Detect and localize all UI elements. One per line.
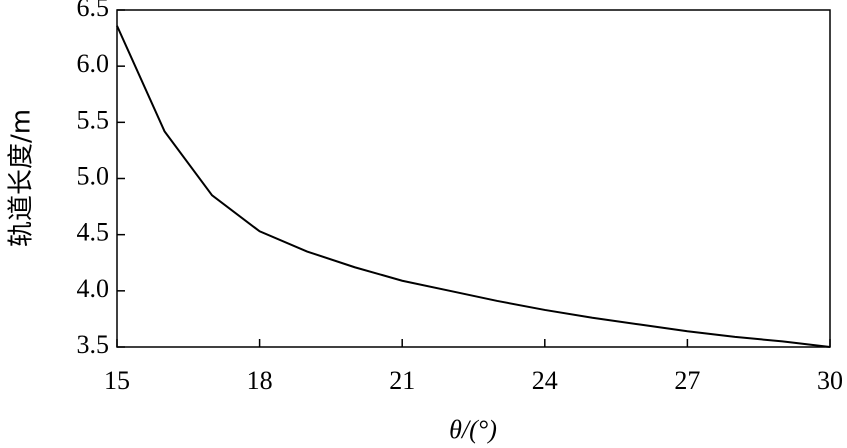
x-tick-label: 15 <box>104 366 130 395</box>
data-line <box>116 25 831 348</box>
y-tick-label: 4.0 <box>77 274 110 303</box>
x-tick-label: 30 <box>817 366 843 395</box>
x-tick-label: 18 <box>247 366 273 395</box>
y-tick-label: 6.5 <box>77 0 110 22</box>
y-tick-label: 6.0 <box>77 49 110 78</box>
x-tick-label: 21 <box>389 366 415 395</box>
y-axis-label: 轨道长度/m <box>7 109 37 247</box>
y-tick-label: 5.5 <box>77 105 110 134</box>
y-tick-label: 3.5 <box>77 330 110 359</box>
x-axis-label: θ/(°) <box>449 415 497 444</box>
x-tick-label: 24 <box>532 366 558 395</box>
y-tick-label: 5.0 <box>77 161 110 190</box>
y-tick-label: 4.5 <box>77 218 110 247</box>
x-tick-label: 27 <box>674 366 700 395</box>
